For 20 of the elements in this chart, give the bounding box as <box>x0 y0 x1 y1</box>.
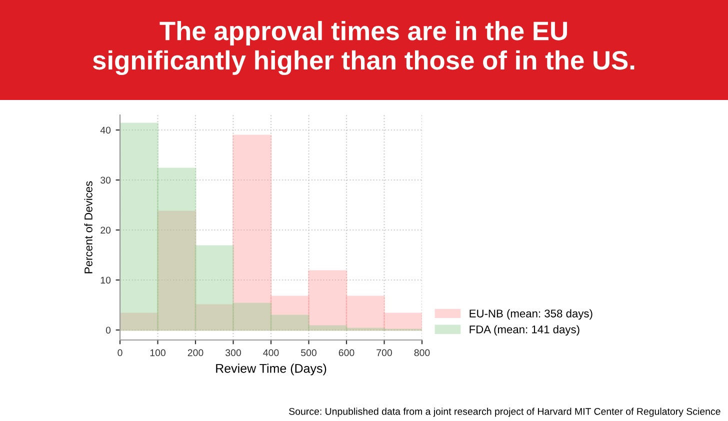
y-tick-label: 10 <box>100 276 111 284</box>
x-tick-label: 800 <box>414 349 430 356</box>
x-tick-label: 200 <box>188 349 204 356</box>
y-tick-label: 20 <box>100 226 111 234</box>
x-tick-label: 0 <box>118 349 122 356</box>
x-tick-label: 300 <box>226 349 241 356</box>
x-tick-label: 600 <box>338 349 354 356</box>
chart-title: The approval times are in the EU significantly higher than those of in the US. <box>92 20 634 76</box>
x-tick-label: 400 <box>263 349 279 356</box>
y-tick-label: 30 <box>100 176 111 184</box>
x-axis-title: Review Time (Days) <box>216 364 326 376</box>
source-note: Source: Unpublished data from a joint research project of Harvard MIT Center of Regulatory Science <box>289 408 720 417</box>
x-tick-label: 100 <box>150 349 166 356</box>
legend-label: FDA (mean: 141 days) <box>470 325 580 336</box>
x-tick-label: 500 <box>301 349 316 356</box>
y-tick-label: 0 <box>106 326 111 334</box>
x-tick-label: 700 <box>376 349 392 356</box>
y-tick-label: 40 <box>100 126 111 134</box>
y-axis-title: Percent of Devices <box>84 181 92 274</box>
legend-label: EU-NB (mean: 358 days) <box>470 309 592 320</box>
